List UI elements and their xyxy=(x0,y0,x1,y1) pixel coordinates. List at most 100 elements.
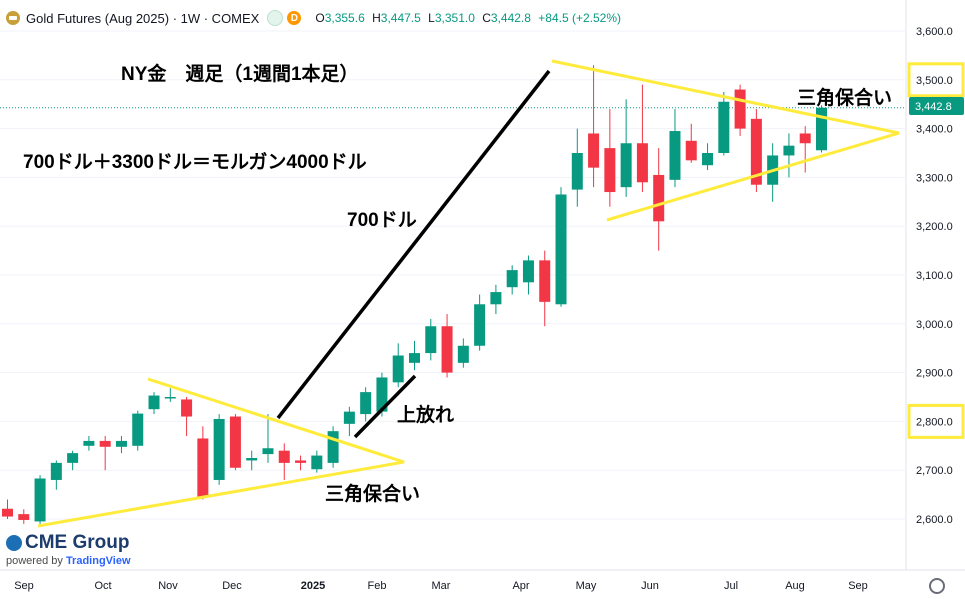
candle xyxy=(441,314,453,378)
symbol-header: Gold Futures (Aug 2025) · 1W · COMEX D O… xyxy=(6,8,625,28)
settings-gear-icon[interactable] xyxy=(929,578,945,594)
candle-body xyxy=(311,455,323,470)
y-tick-label: 3,500.0 xyxy=(916,75,953,87)
candle-body xyxy=(148,395,160,410)
chart-title-annotation: NY金 週足（1週間1本足） xyxy=(121,62,359,85)
low-label: L xyxy=(428,11,435,25)
candle-body xyxy=(392,355,404,383)
candle-body xyxy=(702,153,714,166)
candle xyxy=(490,284,502,315)
powered-by-label: powered by xyxy=(6,555,63,567)
tradingview-label: TradingView xyxy=(65,555,131,567)
last-price-tag xyxy=(909,97,964,115)
high-label: H xyxy=(372,11,381,25)
open-value: 3,355.6 xyxy=(324,11,365,25)
candle-body xyxy=(34,478,46,522)
y-tick-label: 3,000.0 xyxy=(916,319,953,331)
cme-label: CME Group xyxy=(25,532,130,553)
candle-body xyxy=(474,304,486,346)
candle-body xyxy=(229,416,241,468)
candle-body xyxy=(360,392,372,415)
x-tick-label: Jun xyxy=(641,580,659,592)
x-tick-label: May xyxy=(576,580,597,592)
symbol-title[interactable]: Gold Futures (Aug 2025) · 1W · COMEX xyxy=(26,10,260,26)
candle-body xyxy=(376,377,388,412)
candle xyxy=(522,255,534,295)
breakout-line xyxy=(353,374,417,439)
candle-body xyxy=(343,411,355,424)
candle-body xyxy=(669,131,681,180)
candle-body xyxy=(18,514,30,520)
y-tick-label: 2,600.0 xyxy=(916,514,953,526)
candle xyxy=(702,143,714,171)
x-tick-label: Mar xyxy=(432,580,451,592)
candle xyxy=(246,450,258,471)
candle-body xyxy=(441,326,453,373)
candle xyxy=(197,426,209,500)
candle xyxy=(457,338,469,368)
candle xyxy=(474,294,486,351)
x-tick-label: Nov xyxy=(158,580,178,592)
eye-icon[interactable] xyxy=(267,10,284,26)
candle xyxy=(636,84,648,193)
candle-body xyxy=(653,174,665,222)
triangle-right-shape xyxy=(551,59,900,222)
x-tick-label: Sep xyxy=(848,580,868,592)
candle-body xyxy=(327,431,339,463)
y-tick-label: 3,600.0 xyxy=(916,26,953,38)
y-tick-label: 2,900.0 xyxy=(916,368,953,380)
x-tick-label: Apr xyxy=(512,580,529,592)
highlight-box xyxy=(907,62,965,98)
change-value: +84.5 (+2.52%) xyxy=(538,11,622,25)
candle xyxy=(571,128,583,207)
candle-body xyxy=(164,397,176,399)
y-tick-label: 3,100.0 xyxy=(916,270,953,282)
candle-body xyxy=(588,133,600,168)
candle-body xyxy=(522,260,534,283)
candle xyxy=(148,392,160,415)
candle-body xyxy=(67,453,79,463)
time-axis[interactable]: Sep Oct Nov Dec 2025 Feb Mar Apr May Jun Jul Aug Sep xyxy=(0,569,965,592)
breakout-annotation: 上放れ xyxy=(397,403,454,426)
x-tick-label: Jul xyxy=(724,580,738,592)
triangle-left-shape xyxy=(37,377,405,528)
delayed-data-badge[interactable]: D xyxy=(287,11,302,25)
price-axis[interactable]: 2,600.0 2,700.0 2,800.0 2,900.0 3,000.0 3,100… xyxy=(905,0,965,570)
gold-bar-icon xyxy=(6,11,20,25)
candle xyxy=(213,414,225,485)
candle-body xyxy=(2,508,13,517)
candle xyxy=(718,92,730,156)
candle xyxy=(425,318,437,361)
candle xyxy=(669,109,681,188)
candle xyxy=(83,436,95,451)
y-tick-label: 3,400.0 xyxy=(916,124,953,136)
candle-body xyxy=(295,460,307,463)
candle xyxy=(18,509,30,524)
candle-body xyxy=(262,448,274,455)
candle xyxy=(34,475,46,524)
trend-line-rise xyxy=(276,69,551,420)
candle-body xyxy=(246,458,258,461)
candle-body xyxy=(115,440,127,447)
y-tick-label: 2,800.0 xyxy=(916,416,953,428)
candle-body xyxy=(539,260,551,302)
candle-body xyxy=(734,89,746,129)
candle-body xyxy=(506,270,518,288)
candle-body xyxy=(750,118,762,185)
x-tick-label: Feb xyxy=(368,580,387,592)
candle-body xyxy=(278,450,290,463)
close-label: C xyxy=(482,11,491,25)
candle xyxy=(115,436,127,454)
candle xyxy=(2,499,13,519)
x-tick-label: 2025 xyxy=(301,580,325,592)
candlestick-series xyxy=(2,65,827,524)
candle xyxy=(783,133,795,178)
candle xyxy=(67,450,79,471)
candle xyxy=(360,387,372,422)
last-price-label: 3,442.8 xyxy=(915,101,952,113)
candle-body xyxy=(50,462,62,480)
candle xyxy=(539,250,551,327)
x-tick-label: Aug xyxy=(785,580,805,592)
candle xyxy=(262,414,274,463)
